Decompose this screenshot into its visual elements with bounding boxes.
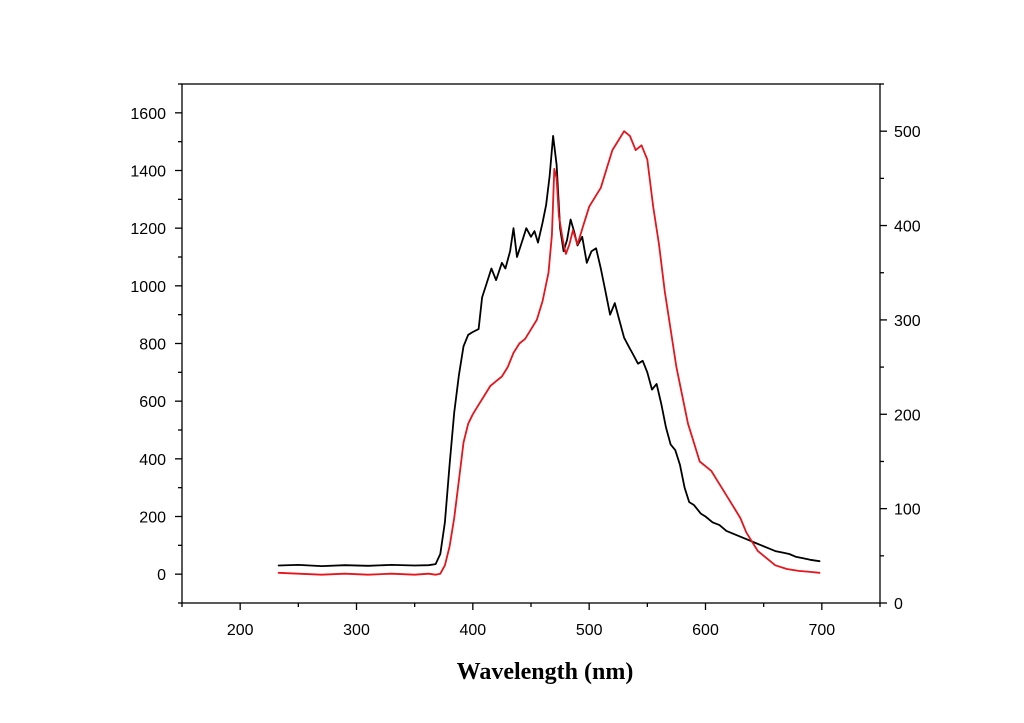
y-right-tick-label: 500 — [894, 124, 921, 141]
x-tick-label: 200 — [227, 622, 254, 639]
y-left-tick-label: 1600 — [130, 106, 166, 123]
x-axis-ticks: 200 300 400 500 600 700 — [181, 603, 881, 639]
y-left-tick-label: 800 — [139, 337, 166, 354]
right-y-axis-ticks: 0 100 200 300 400 500 — [880, 83, 921, 613]
series-layer — [277, 130, 821, 576]
y-left-tick-label: 1200 — [130, 221, 166, 238]
y-left-tick-label: 1400 — [130, 164, 166, 181]
y-left-tick-label: 200 — [139, 510, 166, 527]
x-tick-label: 500 — [576, 622, 603, 639]
y-right-tick-label: 400 — [894, 219, 921, 236]
y-right-tick-label: 0 — [894, 596, 903, 613]
y-left-tick-label: 400 — [139, 452, 166, 469]
x-tick-label: 700 — [808, 622, 835, 639]
y-right-tick-label: 200 — [894, 407, 921, 424]
y-left-tick-label: 1000 — [130, 279, 166, 296]
series-line-right-axis — [277, 130, 821, 576]
y-right-tick-label: 100 — [894, 502, 921, 519]
left-y-axis-ticks: 0 200 400 600 800 1000 1200 1400 1600 — [130, 83, 182, 604]
y-left-tick-label: 600 — [139, 394, 166, 411]
series-line-left-axis — [277, 134, 821, 567]
y-right-tick-label: 300 — [894, 313, 921, 330]
x-tick-label: 400 — [459, 622, 486, 639]
x-tick-label: 600 — [692, 622, 719, 639]
plot-frame — [181, 83, 881, 604]
y-left-tick-label: 0 — [157, 567, 166, 584]
x-tick-label: 300 — [343, 622, 370, 639]
x-axis-title: Wavelength (nm) — [457, 659, 634, 685]
